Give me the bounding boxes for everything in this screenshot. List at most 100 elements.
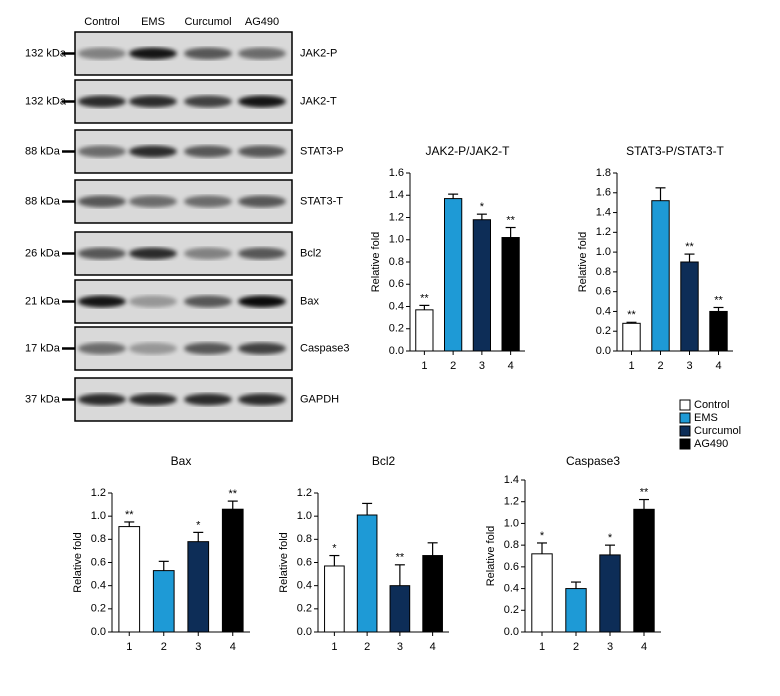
bar (422, 555, 443, 633)
y-tick-label: 1.0 (596, 246, 611, 258)
y-axis-label: Relative fold (278, 532, 290, 593)
y-tick-label: 0.6 (91, 556, 106, 568)
blot-name: JAK2-P (300, 47, 337, 59)
x-tick-label: 1 (331, 641, 337, 653)
blot-size: 132 kDa (25, 47, 67, 59)
y-tick-label: 0.6 (504, 561, 519, 573)
blot-size: 21 kDa (25, 295, 61, 307)
y-tick-label: 1.4 (596, 206, 611, 218)
legend-label: EMS (694, 412, 718, 424)
y-tick-label: 1.6 (389, 167, 404, 179)
lane-label: AG490 (245, 16, 279, 28)
x-tick-label: 1 (628, 360, 634, 372)
x-tick-label: 3 (607, 641, 613, 653)
significance: ** (640, 486, 649, 498)
significance: ** (228, 488, 237, 500)
blot-band (238, 247, 286, 260)
legend-label: Curcumol (694, 425, 741, 437)
x-tick-label: 2 (364, 641, 370, 653)
y-tick-label: 0.4 (504, 582, 519, 594)
significance: * (540, 530, 545, 542)
blot-band (238, 342, 286, 355)
blot-band (78, 195, 126, 208)
bar (599, 554, 621, 633)
legend-label: Control (694, 399, 729, 411)
significance: ** (125, 509, 134, 521)
y-tick-label: 0.0 (389, 345, 404, 357)
blot-band (238, 95, 286, 108)
bar (221, 508, 244, 633)
bar (152, 570, 175, 633)
y-tick-label: 1.8 (596, 167, 611, 179)
y-tick-label: 0.8 (596, 266, 611, 278)
blot-band (184, 47, 232, 60)
bar (531, 553, 553, 633)
chart-title: Caspase3 (566, 454, 620, 468)
y-tick-label: 0.8 (504, 539, 519, 551)
bar (651, 200, 670, 352)
significance: * (608, 532, 613, 544)
blot-band (238, 47, 286, 60)
x-tick-label: 4 (508, 360, 514, 372)
blot-band (78, 295, 126, 308)
x-tick-label: 4 (715, 360, 721, 372)
y-tick-label: 0.4 (91, 580, 106, 592)
y-tick-label: 0.0 (297, 626, 312, 638)
y-tick-label: 0.4 (297, 580, 312, 592)
blot-size: 26 kDa (25, 247, 61, 259)
y-axis-label: Relative fold (370, 232, 382, 293)
blot-band (184, 342, 232, 355)
blot-name: Bax (300, 295, 319, 307)
bar (444, 198, 463, 352)
y-tick-label: 0.6 (389, 278, 404, 290)
blot-band (129, 393, 177, 406)
blot-name: Caspase3 (300, 342, 350, 354)
y-axis-label: Relative fold (577, 232, 589, 293)
significance: ** (627, 309, 636, 321)
y-tick-label: 0.6 (596, 286, 611, 298)
significance: ** (714, 294, 723, 306)
blot-band (238, 295, 286, 308)
legend-swatch (679, 438, 691, 450)
blot-band (129, 47, 177, 60)
y-tick-label: 0.0 (91, 626, 106, 638)
blot-size: 37 kDa (25, 393, 61, 405)
blot-band (78, 342, 126, 355)
chart-title: JAK2-P/JAK2-T (425, 144, 510, 158)
y-tick-label: 0.2 (297, 603, 312, 615)
y-tick-label: 1.6 (596, 187, 611, 199)
bar (389, 585, 411, 633)
chart-title: STAT3-P/STAT3-T (626, 144, 724, 158)
y-tick-label: 1.0 (91, 510, 106, 522)
y-tick-label: 1.0 (389, 234, 404, 246)
x-tick-label: 3 (686, 360, 692, 372)
bar (118, 526, 141, 633)
blot-band (129, 295, 177, 308)
bar (415, 309, 434, 352)
blot-band (78, 247, 126, 260)
significance: ** (396, 552, 405, 564)
chart-title: Bcl2 (372, 454, 396, 468)
significance: ** (685, 241, 694, 253)
x-tick-label: 2 (450, 360, 456, 372)
blot-size: 132 kDa (25, 95, 67, 107)
x-tick-label: 2 (573, 641, 579, 653)
y-tick-label: 0.0 (596, 345, 611, 357)
x-tick-label: 2 (161, 641, 167, 653)
blot-band (238, 195, 286, 208)
y-tick-label: 1.0 (504, 517, 519, 529)
blot-band (184, 195, 232, 208)
y-axis-label: Relative fold (485, 526, 497, 587)
significance: * (480, 201, 485, 213)
bar (472, 219, 491, 352)
bar (501, 237, 520, 352)
blot-band (78, 393, 126, 406)
x-tick-label: 4 (430, 641, 436, 653)
blot-name: STAT3-T (300, 195, 343, 207)
y-tick-label: 1.2 (504, 496, 519, 508)
significance: * (332, 542, 337, 554)
y-tick-label: 0.2 (504, 604, 519, 616)
y-tick-label: 1.4 (389, 189, 404, 201)
x-tick-label: 4 (641, 641, 647, 653)
blot-band (129, 145, 177, 158)
